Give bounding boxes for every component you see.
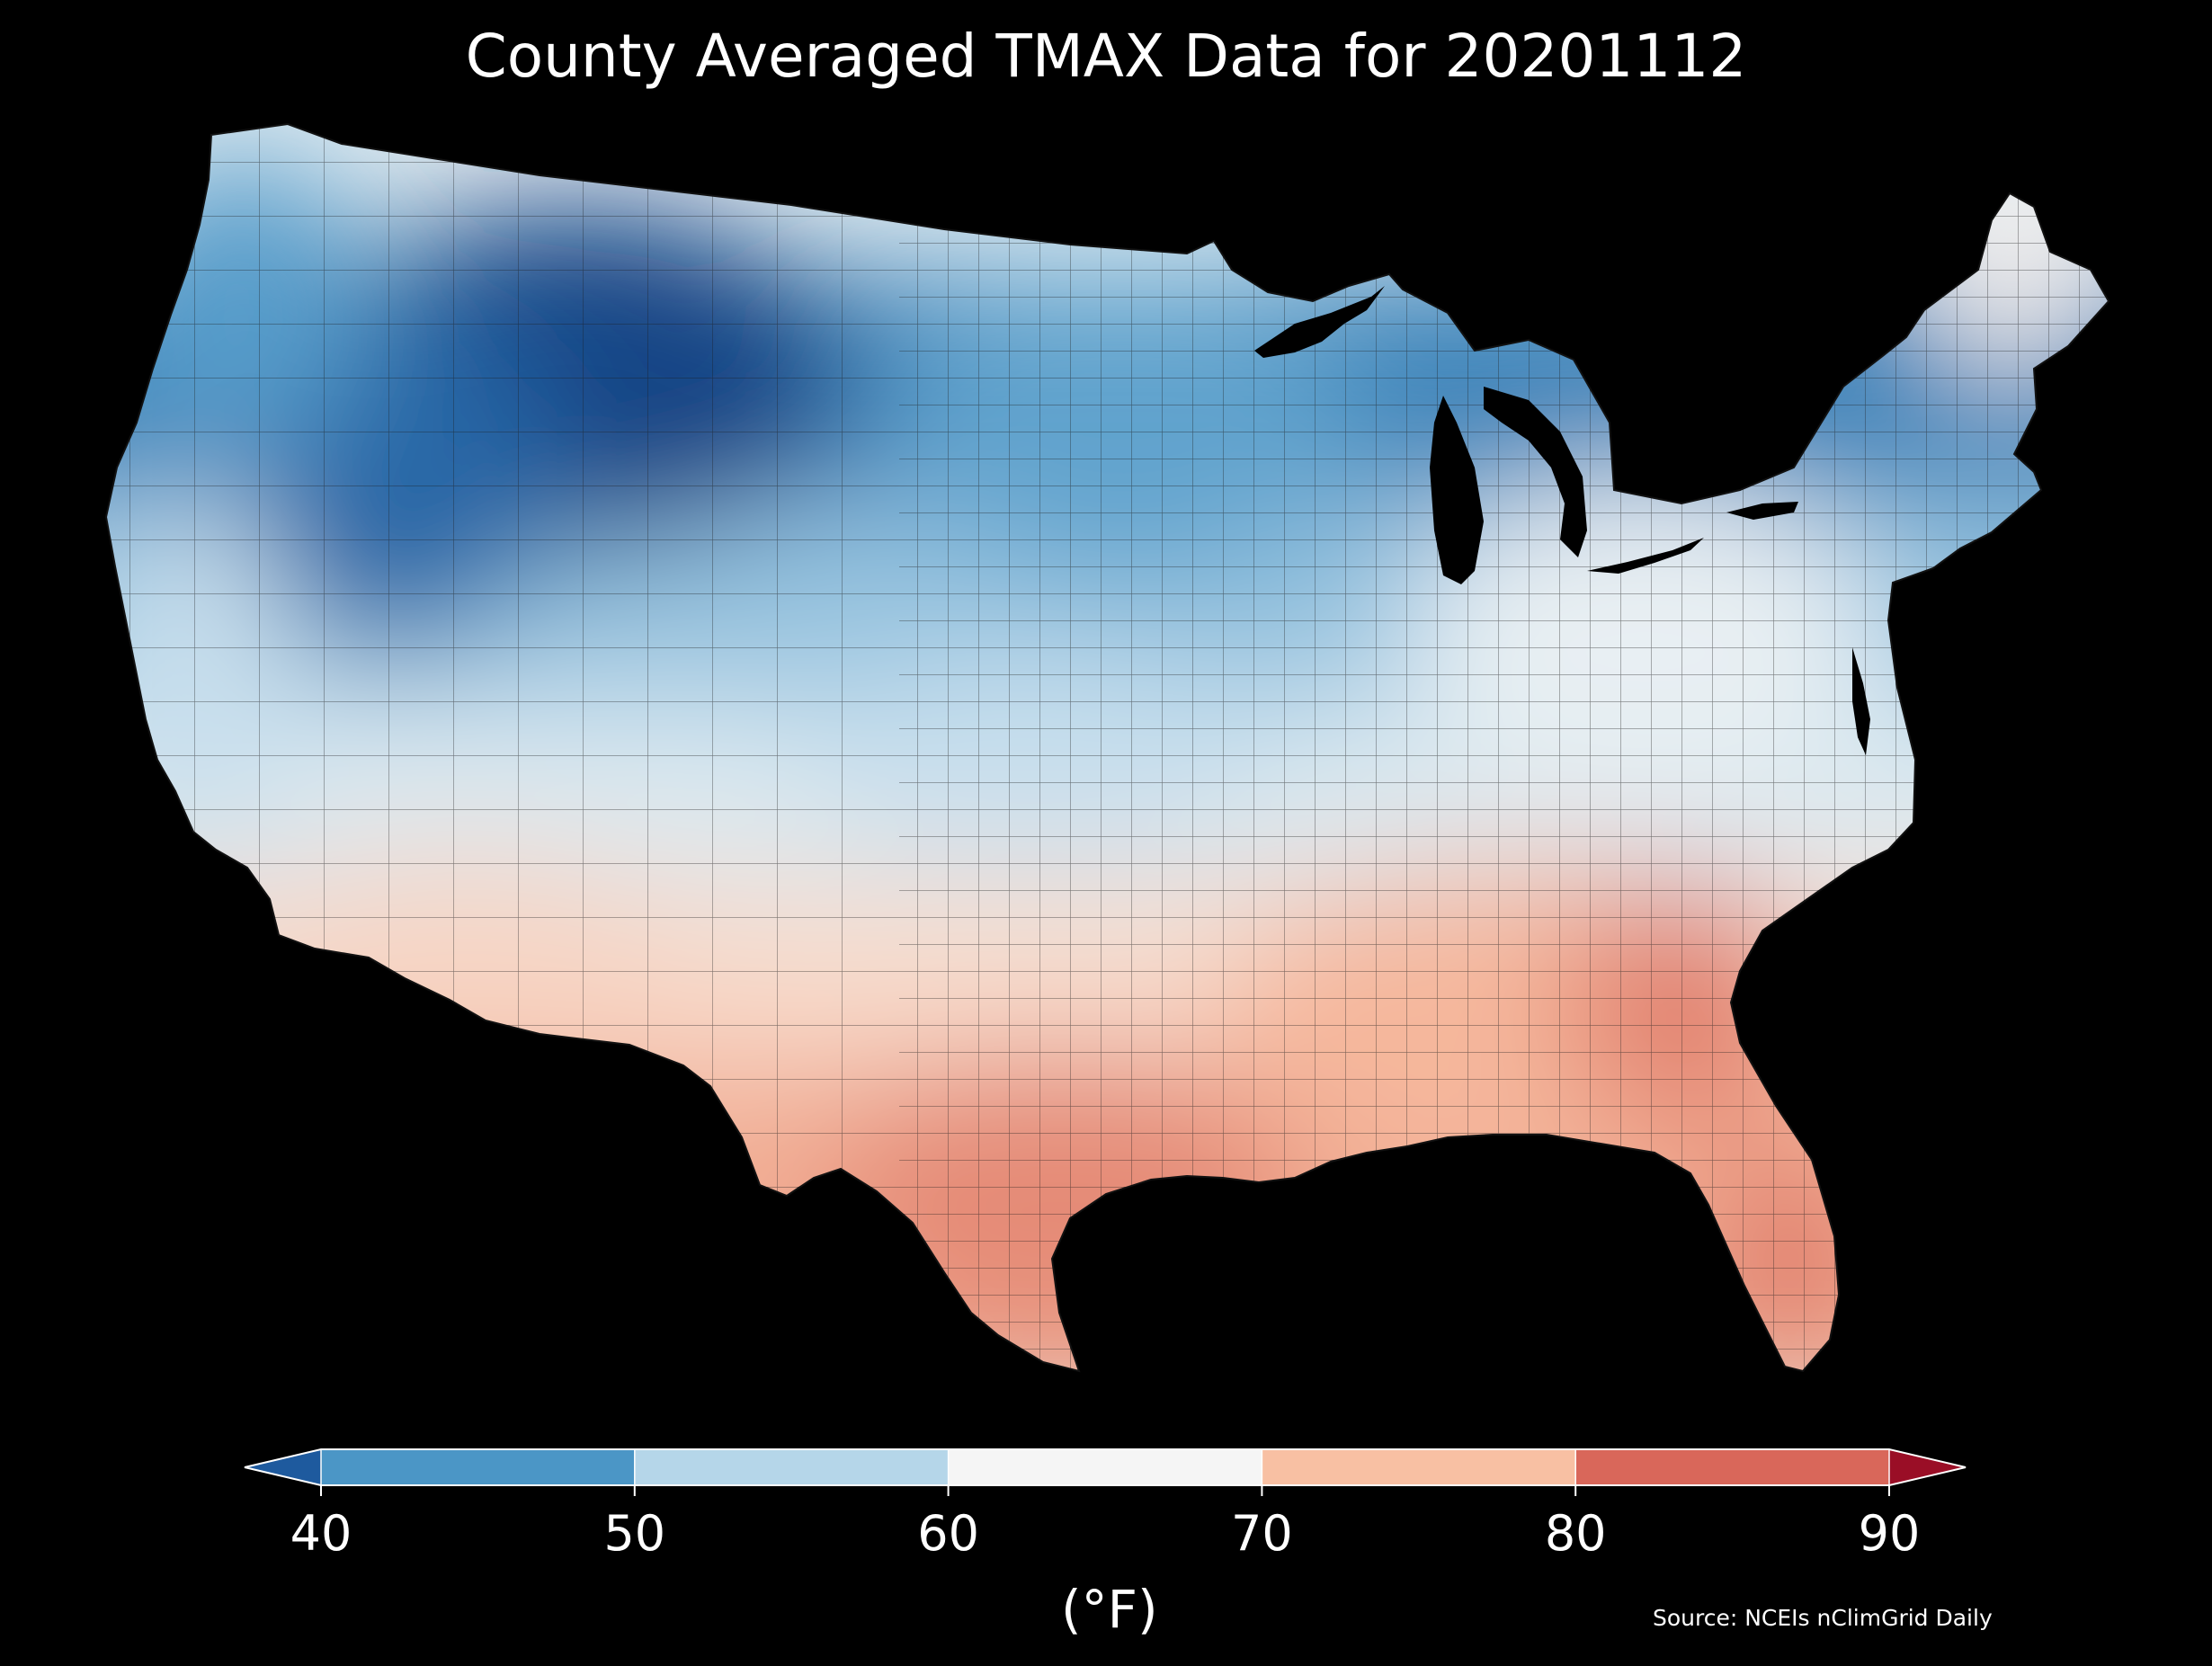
great-lakes	[1254, 286, 1870, 755]
colorbar-under-triangle	[245, 1449, 321, 1485]
map-title: County Averaged TMAX Data for 20201112	[465, 22, 1747, 91]
colorbar: 40 50 60 70 80 90	[244, 1448, 1967, 1562]
colorbar-bin	[948, 1449, 1262, 1485]
lake-ontario	[1726, 502, 1798, 520]
colorbar-bin	[1575, 1449, 1889, 1485]
colorbar-bin	[321, 1449, 635, 1485]
colorbar-bin	[634, 1449, 949, 1485]
lake-erie	[1587, 538, 1704, 574]
colorbar-tick-label: 60	[917, 1505, 979, 1562]
lake-michigan	[1430, 396, 1484, 584]
source-note: Source: NCEIs nClimGrid Daily	[1653, 1605, 1993, 1631]
lake-huron	[1484, 387, 1587, 557]
colorbar-bin	[1262, 1449, 1576, 1485]
lake-superior	[1254, 286, 1385, 358]
colorbar-tick-label: 80	[1545, 1505, 1607, 1562]
colorbar-tick-label: 70	[1231, 1505, 1293, 1562]
colorbar-tick-label: 40	[290, 1505, 352, 1562]
colorbar-tick-label: 90	[1859, 1505, 1921, 1562]
colorbar-over-triangle	[1889, 1449, 1966, 1485]
chesapeake-bay	[1852, 647, 1870, 755]
colorbar-unit-label: (°F)	[1061, 1579, 1158, 1640]
colorbar-tick-label: 50	[603, 1505, 665, 1562]
